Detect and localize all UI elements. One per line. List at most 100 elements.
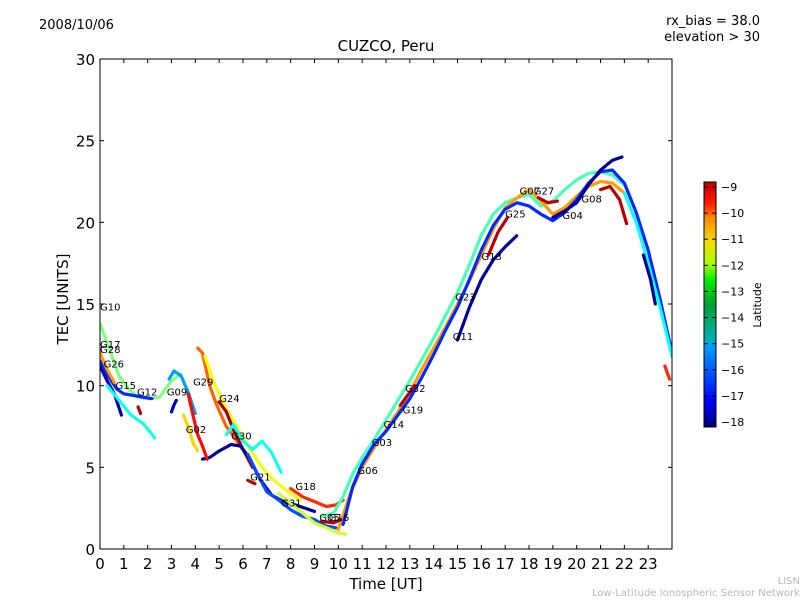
satellite-label: G30 [231, 432, 251, 443]
x-axis-label: Time [UT] [349, 575, 423, 593]
x-tick-label: 0 [95, 555, 105, 573]
satellite-label: G28 [100, 345, 120, 356]
x-tick-label: 21 [591, 555, 610, 573]
satellite-label: G15 [115, 381, 135, 392]
satellite-label: G17 [100, 340, 120, 351]
y-tick-label: 15 [76, 296, 95, 314]
satellite-label: G18 [295, 482, 315, 493]
satellite-label: G12 [137, 387, 157, 398]
series-trace-f [136, 405, 143, 416]
colorbar-tick-label: −9 [721, 181, 737, 194]
series-trace-t [598, 184, 629, 226]
x-tick-label: 20 [567, 555, 586, 573]
date-label: 2008/10/06 [39, 18, 114, 33]
series-trace-w [663, 364, 672, 381]
x-tick-label: 23 [639, 555, 658, 573]
satellite-label: G02 [186, 425, 206, 436]
x-tick-label: 12 [376, 555, 395, 573]
series-trace-aa [320, 517, 343, 525]
series-trace-u [622, 191, 672, 358]
series-trace-v [641, 253, 657, 306]
satellite-label: G23 [455, 293, 475, 304]
series-trace-y [398, 384, 417, 407]
satellite-label: G19 [403, 405, 423, 416]
x-tick-label: 9 [310, 555, 320, 573]
colorbar-tick-label: −17 [721, 390, 744, 403]
satellite-label: G13 [481, 252, 501, 263]
series-trace-k [224, 423, 283, 474]
series-trace-s [551, 155, 624, 220]
y-tick-label: 25 [76, 133, 95, 151]
x-tick-label: 5 [214, 555, 224, 573]
x-tick-label: 4 [191, 555, 201, 573]
series-trace-m [277, 491, 348, 536]
series-trace-q [341, 168, 672, 527]
x-tick-label: 22 [615, 555, 634, 573]
x-tick-label: 2 [143, 555, 153, 573]
credit: LISN Low-Latitude Ionospheric Sensor Net… [592, 576, 800, 600]
x-tick-label: 7 [262, 555, 272, 573]
x-tick-label: 6 [238, 555, 248, 573]
colorbar-tick-label: −13 [721, 285, 744, 298]
y-tick-label: 30 [76, 51, 95, 69]
x-tick-label: 1 [119, 555, 129, 573]
x-tick-label: 18 [519, 555, 538, 573]
y-axis: 0 5 10 15 20 25 30 [76, 51, 672, 559]
colorbar-tick-label: −14 [721, 312, 744, 325]
series-trace-o [320, 170, 626, 518]
y-tick-label: 10 [76, 378, 95, 396]
plot-frame [99, 58, 673, 550]
series-trace-ab [536, 196, 560, 205]
x-tick-label: 13 [400, 555, 419, 573]
colorbar-gradient [703, 181, 717, 428]
series-trace-ad [186, 392, 209, 461]
satellite-label: G29 [193, 378, 213, 389]
rx-bias-label: rx_bias = 38.0 [666, 14, 760, 29]
plot-parameters: rx_bias = 38.0 elevation > 30 [664, 14, 760, 46]
satellite-label: G14 [384, 420, 404, 431]
satellite-label: G31 [281, 499, 301, 510]
y-tick-label: 5 [85, 459, 95, 477]
satellite-label: G03 [372, 438, 392, 449]
colorbar: Latitude −9 −10 −11 −12 −13 −14 −15 −16 −17 −18 [703, 181, 764, 429]
series-trace-ae [169, 398, 178, 414]
satellite-label: G27 [534, 187, 554, 198]
series-trace-x [486, 215, 510, 257]
x-tick-label: 14 [424, 555, 443, 573]
colorbar-tick-label: −15 [721, 338, 744, 351]
colorbar-tick-label: −10 [721, 207, 744, 220]
satellite-label: G05 [319, 513, 339, 524]
satellite-label: G06 [357, 466, 377, 477]
satellite-label: G09 [167, 387, 187, 398]
x-tick-label: 8 [286, 555, 296, 573]
colorbar-tick-label: −11 [721, 233, 744, 246]
series-trace-c [100, 364, 124, 417]
credit-short: LISN [777, 576, 800, 587]
satellite-label: G26 [104, 360, 124, 371]
data-traces [100, 155, 672, 536]
colorbar-tick-label: −12 [721, 259, 744, 272]
series-trace-z [246, 478, 257, 486]
satellite-label: G08 [581, 195, 601, 206]
colorbar-tick-label: −18 [721, 416, 744, 429]
series-trace-b [100, 359, 155, 401]
y-tick-label: 20 [76, 214, 95, 232]
elevation-label: elevation > 30 [664, 30, 760, 45]
series-trace-d [105, 384, 157, 440]
satellite-label: G04 [562, 211, 582, 222]
satellite-label: G24 [219, 394, 239, 405]
x-tick-label: 15 [448, 555, 467, 573]
series-trace-af [181, 413, 200, 453]
series-trace-l [246, 452, 338, 530]
y-tick-label: 0 [85, 541, 95, 559]
satellite-label: G25 [505, 209, 525, 220]
x-tick-label: 11 [353, 555, 372, 573]
series-trace-e [100, 351, 116, 384]
chart-title: CUZCO, Peru [337, 37, 435, 55]
satellite-label: G21 [250, 472, 270, 483]
colorbar-label: Latitude [751, 282, 764, 328]
satellite-label: G11 [453, 332, 473, 343]
satellite-label: G16 [329, 513, 349, 524]
